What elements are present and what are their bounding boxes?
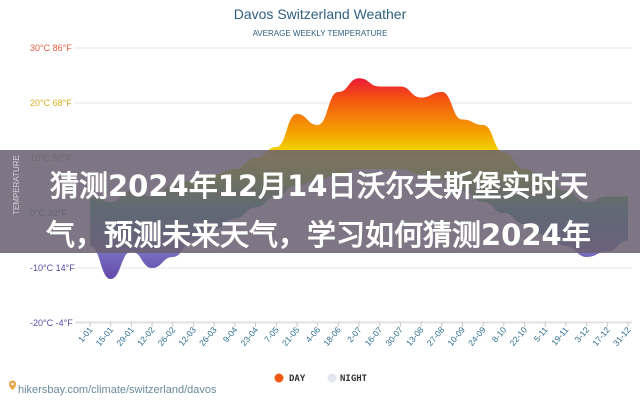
x-tick-label: 3-12 bbox=[573, 325, 592, 345]
y-axis-label: TEMPERATURE bbox=[12, 155, 21, 215]
x-tick-label: 8-10 bbox=[490, 325, 509, 345]
x-tick-label: 30-07 bbox=[383, 325, 405, 348]
x-tick-label: 4-06 bbox=[304, 325, 323, 345]
x-tick-label: 31-12 bbox=[611, 325, 633, 348]
y-tick-label: 20°C 68°F bbox=[30, 98, 72, 108]
x-tick-label: 12-03 bbox=[176, 325, 198, 348]
x-tick-label: 29-01 bbox=[114, 325, 136, 348]
x-tick-label: 18-06 bbox=[321, 325, 343, 348]
x-tick-label: 10-09 bbox=[445, 325, 467, 348]
x-tick-label: 22-10 bbox=[507, 325, 529, 348]
banner-line-1: 猜测2024年12月14日沃尔夫斯堡实时天 bbox=[49, 169, 588, 203]
source: hikersbay.com/climate/switzerland/davos bbox=[9, 380, 217, 396]
x-tick-label: 5-11 bbox=[532, 325, 550, 344]
legend-night-label[interactable]: NIGHT bbox=[340, 374, 368, 384]
legend-day-label[interactable]: DAY bbox=[289, 374, 306, 384]
x-tick-label: 9-04 bbox=[221, 325, 240, 345]
x-tick-label: 12-02 bbox=[135, 325, 157, 348]
source-link[interactable]: hikersbay.com/climate/switzerland/davos bbox=[18, 384, 217, 396]
x-tick-label: 26-02 bbox=[156, 325, 178, 348]
x-tick-label: 24-09 bbox=[466, 325, 488, 348]
x-tick-labels: 1-01 15-01 29-01 12-02 26-02 12-03 26-03 9-04 23… bbox=[76, 322, 633, 348]
x-tick-label: 15-01 bbox=[94, 325, 116, 348]
x-tick-label: 17-12 bbox=[590, 325, 612, 348]
x-tick-label: 7-05 bbox=[262, 325, 281, 345]
x-tick-label: 23-04 bbox=[238, 325, 260, 348]
chart-title: Davos Switzerland Weather bbox=[234, 6, 407, 22]
y-tick-label: 30°C 86°F bbox=[30, 43, 72, 53]
y-tick-label: -20°C -4°F bbox=[30, 318, 73, 328]
x-tick-label: 2-07 bbox=[345, 325, 364, 345]
legend-night-marker bbox=[327, 373, 337, 383]
banner-line-2: 气，预测未来天气，学习如何猜测2024年 bbox=[45, 218, 591, 252]
x-tick-label: 26-03 bbox=[197, 325, 219, 348]
x-tick-label: 13-08 bbox=[404, 325, 426, 348]
legend: DAY NIGHT bbox=[274, 373, 368, 384]
x-tick-label: 19-11 bbox=[549, 325, 570, 348]
x-tick-label: 1-01 bbox=[76, 325, 95, 345]
y-tick-label: -10°C 14°F bbox=[30, 263, 75, 273]
legend-day-marker bbox=[274, 373, 284, 383]
x-tick-label: 21-05 bbox=[280, 325, 302, 348]
x-tick-label: 27-08 bbox=[425, 325, 447, 348]
overlay-banner: 猜测2024年12月14日沃尔夫斯堡实时天 气，预测未来天气，学习如何猜测202… bbox=[0, 150, 640, 253]
chart-subtitle: AVERAGE WEEKLY TEMPERATURE bbox=[253, 29, 388, 38]
x-tick-label: 16-07 bbox=[363, 325, 385, 348]
banner-background bbox=[0, 150, 640, 253]
